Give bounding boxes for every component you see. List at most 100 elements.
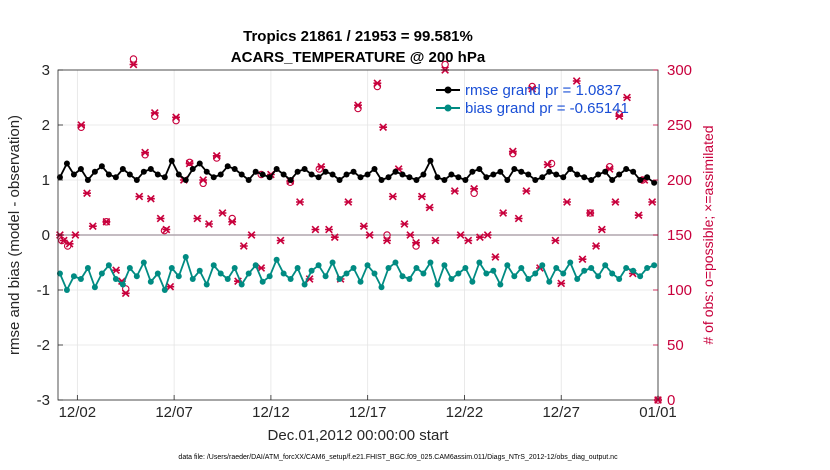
bias-point [427, 259, 434, 266]
bias-point [140, 259, 147, 266]
rmse-point [371, 166, 378, 172]
obs-assimilated-marker [172, 113, 180, 122]
obs-assimilated-marker [199, 176, 208, 184]
rmse-point [413, 177, 420, 183]
obs-assimilated-marker [185, 159, 194, 168]
obs-assimilated-marker [344, 198, 353, 206]
rmse-point [287, 177, 294, 183]
rmse-point [385, 174, 392, 181]
obs-assimilated-marker [623, 93, 631, 102]
rmse-point [322, 168, 329, 175]
obs-assimilated-marker [71, 231, 80, 239]
y-left-tick-label: -3 [37, 392, 50, 409]
bias-point [126, 265, 133, 271]
rmse-point [595, 171, 602, 178]
bias-point [518, 265, 525, 271]
bias-point [609, 270, 616, 277]
obs-assimilated-marker [121, 289, 130, 298]
bias-point [301, 281, 308, 288]
y-right-tick-label: 0 [667, 392, 675, 409]
obs-count-layer [56, 55, 662, 404]
obs-assimilated-marker [592, 242, 600, 250]
bias-point [91, 284, 98, 291]
legend-bias-label: bias grand pr = -0.65141 [465, 100, 629, 117]
bias-point [462, 265, 469, 271]
rmse-point [406, 174, 413, 181]
bias-point [273, 256, 280, 263]
bias-point [588, 265, 595, 271]
obs-assimilated-marker [162, 225, 171, 234]
rmse-point [161, 174, 168, 181]
obs-assimilated-marker [586, 209, 595, 217]
rmse-point [630, 168, 637, 175]
x-tick-label: 12/17 [349, 404, 387, 421]
rmse-point [455, 174, 462, 181]
x-tick-label: 12/02 [59, 404, 97, 421]
rmse-point [84, 177, 91, 183]
rmse-point [567, 166, 574, 172]
obs-assimilated-marker [193, 214, 202, 223]
bias-point [343, 270, 350, 277]
obs-assimilated-marker [464, 236, 473, 245]
bias-point [490, 267, 497, 274]
bias-point [455, 270, 462, 277]
x-tick-label: 01/01 [639, 404, 677, 421]
obs-possible-marker [121, 285, 130, 293]
rmse-point [609, 177, 616, 183]
obs-assimilated-marker [615, 112, 624, 121]
obs-assimilated-marker [330, 233, 339, 242]
bias-point [385, 265, 392, 271]
rmse-point [399, 171, 406, 178]
bias-point [511, 273, 518, 280]
obs-possible-marker [185, 158, 194, 167]
rmse-point [434, 174, 441, 181]
bias-point [469, 278, 476, 285]
obs-assimilated-marker [522, 187, 531, 195]
rmse-point [175, 171, 182, 178]
x-tick-label: 12/27 [542, 404, 580, 421]
x-tick-label: 12/22 [446, 404, 484, 421]
y-right-tick-label: 300 [667, 62, 692, 79]
obs-assimilated-marker [205, 220, 213, 228]
bias-point [154, 270, 161, 277]
rmse-point [364, 171, 371, 178]
bias-point [357, 278, 364, 285]
data-file-note: data file: /Users/raeder/DAI/ATM_forcXX/… [178, 454, 618, 461]
obs-assimilated-marker [400, 220, 409, 228]
obs-assimilated-marker [611, 198, 620, 206]
rmse-point [70, 171, 77, 178]
bias-point [602, 262, 609, 269]
bias-point [77, 276, 84, 282]
obs-assimilated-marker [359, 222, 368, 231]
rmse-point [280, 171, 287, 178]
rmse-point [238, 171, 245, 178]
obs-assimilated-marker [543, 160, 552, 169]
bias-point [497, 281, 504, 288]
bias-point [413, 265, 420, 271]
obs-assimilated-marker [141, 148, 149, 157]
bias-point [203, 281, 210, 288]
obs-assimilated-marker [112, 266, 120, 275]
obs-assimilated-marker [417, 192, 426, 201]
rmse-point [315, 174, 322, 181]
bias-point [133, 273, 140, 280]
rmse-point [294, 168, 301, 175]
bias-point [448, 276, 455, 282]
obs-assimilated-marker [166, 282, 175, 291]
rmse-point [301, 166, 308, 172]
x-tick-label: 12/12 [252, 404, 290, 421]
bias-point [441, 262, 448, 269]
rmse-point [651, 179, 658, 186]
obs-assimilated-marker [212, 151, 221, 160]
bias-point [539, 262, 546, 269]
legend: rmse grand pr = 1.0837 bias grand pr = -… [436, 82, 629, 117]
obs-assimilated-marker [634, 211, 643, 220]
obs-assimilated-marker [77, 121, 86, 129]
x-axis-label: Dec.01,2012 00:00:00 start [268, 427, 450, 444]
bias-point [567, 259, 574, 266]
obs-assimilated-marker [379, 123, 388, 132]
obs-assimilated-marker [88, 222, 97, 231]
obs-possible-marker [441, 60, 449, 69]
rmse-point [504, 177, 511, 183]
rmse-point [637, 177, 644, 183]
